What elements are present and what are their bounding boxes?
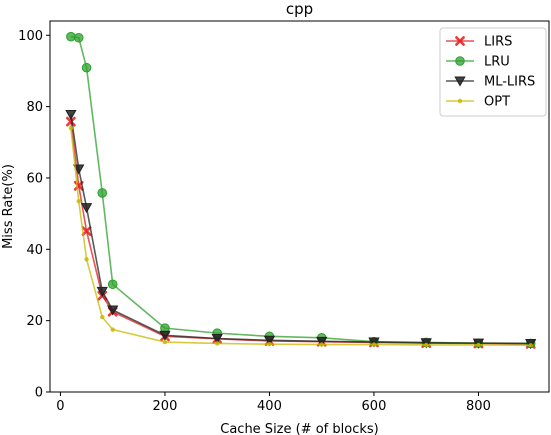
data-point-lru-1 <box>73 32 84 43</box>
series-ml-lirs <box>65 109 537 350</box>
data-point-ml-lirs-2 <box>80 203 93 214</box>
x-tick-label: 0 <box>56 399 64 414</box>
data-point-opt-11 <box>476 342 481 348</box>
data-point-opt-6 <box>215 341 220 346</box>
y-tick-label: 40 <box>26 243 43 258</box>
data-point-ml-lirs-8 <box>316 336 328 347</box>
data-point-opt-4 <box>110 327 115 332</box>
legend-marker <box>454 76 466 87</box>
data-point-lru-2 <box>81 62 92 73</box>
legend-item-lru: LRU <box>446 55 510 70</box>
data-point-ml-lirs-6 <box>211 333 223 345</box>
data-point-lru-4 <box>107 279 118 290</box>
legend-marker <box>457 98 463 104</box>
data-point-opt-0 <box>68 125 74 131</box>
y-tick-label: 80 <box>26 100 43 115</box>
legend-item-lirs: LIRS <box>446 35 512 50</box>
data-point-ml-lirs-1 <box>73 164 85 175</box>
data-point-opt-8 <box>319 342 324 347</box>
data-point-opt-3 <box>100 314 105 320</box>
legend: LIRS LRU ML-LIRS OPT <box>439 27 547 117</box>
data-point-opt-1 <box>76 198 81 204</box>
data-point-ml-lirs-0 <box>65 109 77 121</box>
x-axis-label: Cache Size (# of blocks) <box>220 422 378 435</box>
data-point-lirs-0 <box>66 116 76 127</box>
data-point-opt-7 <box>267 341 272 347</box>
data-point-ml-lirs-4 <box>107 305 119 316</box>
x-tick-label: 400 <box>257 399 282 414</box>
plot-frame <box>49 20 550 393</box>
legend-item-opt: OPT <box>446 95 510 110</box>
legend-label: LRU <box>484 55 510 70</box>
legend-marker <box>455 36 465 46</box>
data-point-opt-10 <box>424 342 429 348</box>
series-lirs <box>66 116 536 349</box>
legend-marker <box>455 56 465 66</box>
x-tick-label: 200 <box>153 399 178 414</box>
legend-item-ml-lirs: ML-LIRS <box>446 75 535 90</box>
chart-title: cpp <box>286 0 313 18</box>
legend-label: LIRS <box>484 35 512 50</box>
data-point-ml-lirs-5 <box>159 330 171 341</box>
y-tick-label: 0 <box>35 386 43 401</box>
x-tick-label: 800 <box>466 399 491 414</box>
series-line-ml-lirs <box>70 114 531 345</box>
data-point-opt-9 <box>371 342 377 347</box>
x-tick-label: 600 <box>362 399 387 414</box>
y-axis-label: Miss Rate(%) <box>1 164 16 249</box>
series-layer <box>65 31 537 350</box>
data-point-opt-12 <box>528 343 533 348</box>
data-point-lru-0 <box>66 31 76 42</box>
legend-label: ML-LIRS <box>484 75 535 90</box>
data-point-ml-lirs-3 <box>96 286 108 298</box>
series-opt <box>68 125 533 348</box>
data-point-lru-3 <box>97 188 108 198</box>
legend-label: OPT <box>484 95 510 110</box>
data-point-lirs-2 <box>81 226 92 237</box>
data-point-opt-5 <box>162 339 168 345</box>
axes-layer: 0 200 400 600 800 0 20 40 60 80 100 <box>18 20 550 414</box>
y-tick-label: 20 <box>26 314 43 329</box>
y-tick-label: 60 <box>26 171 43 186</box>
series-line-lirs <box>70 121 531 345</box>
series-line-opt <box>70 127 531 347</box>
data-point-opt-2 <box>84 257 89 262</box>
legend-box <box>439 27 547 117</box>
data-point-ml-lirs-7 <box>263 335 276 346</box>
y-tick-label: 100 <box>18 29 43 44</box>
